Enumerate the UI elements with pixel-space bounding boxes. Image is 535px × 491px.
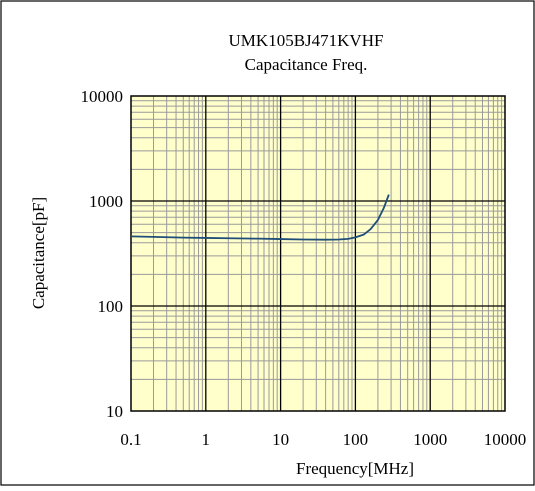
x-tick-label: 1000 [413,430,447,449]
y-axis-label: Capacitance[pF] [29,197,48,309]
series-layer [130,194,390,241]
major-grid [131,96,505,411]
minor-grid [131,96,505,411]
x-axis-ticks: 0.1 1 10 100 1000 10000 [120,430,526,449]
x-axis-label: Frequency[MHz] [296,459,414,478]
x-tick-label: 10 [272,430,289,449]
y-tick-label: 1000 [89,192,123,211]
plot-border [130,95,506,412]
y-tick-label: 10000 [81,87,124,106]
chart-title: UMK105BJ471KVHF [229,31,384,50]
y-tick-label: 100 [98,297,124,316]
x-tick-label: 100 [343,430,369,449]
series-line [130,194,390,241]
x-tick-label: 1 [202,430,211,449]
y-tick-label: 10 [106,402,123,421]
chart-subtitle: Capacitance Freq. [245,55,368,74]
plot-area [131,96,505,411]
x-tick-label: 10000 [484,430,527,449]
x-tick-label: 0.1 [120,430,141,449]
y-axis-ticks: 10 100 1000 10000 [81,87,124,421]
